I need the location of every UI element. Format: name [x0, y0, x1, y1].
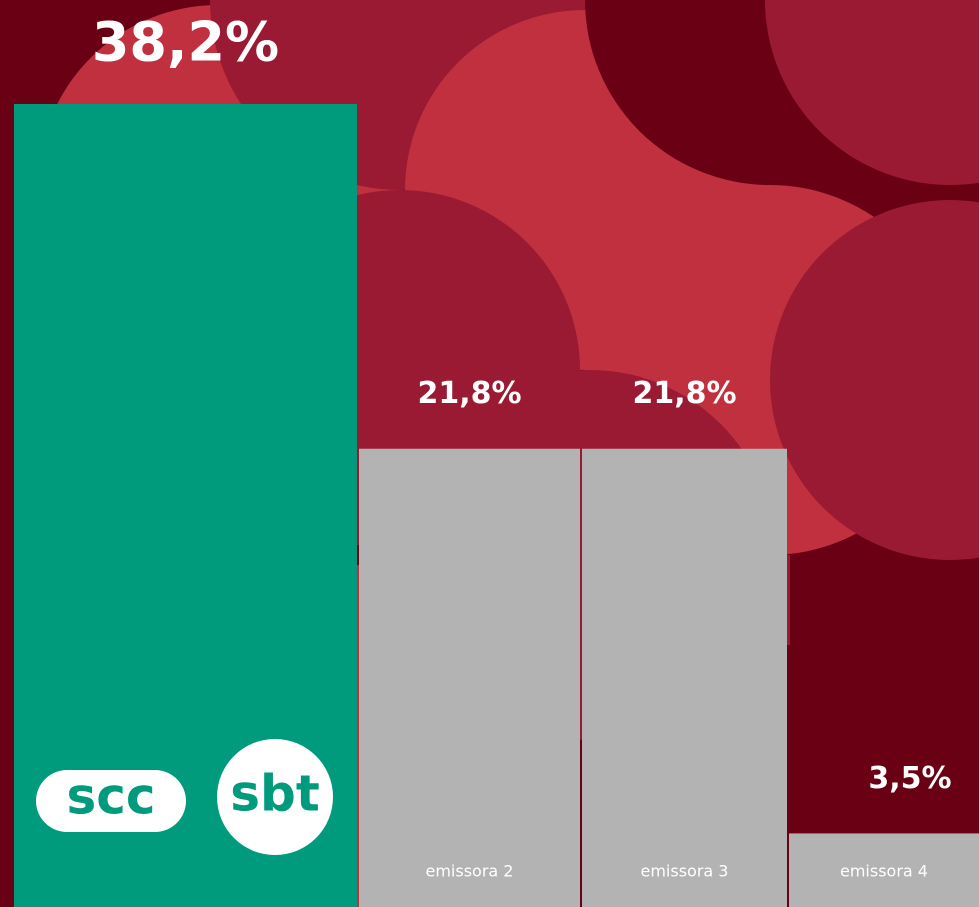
logo-badge	[217, 739, 333, 855]
bar	[789, 833, 979, 907]
value-label: 3,5%	[868, 761, 951, 796]
category-label: emissora 3	[641, 862, 729, 881]
logo-text: sbt	[230, 765, 319, 823]
bar	[359, 448, 580, 907]
value-label: 21,8%	[632, 376, 736, 411]
bar	[582, 448, 787, 907]
logo-badge	[36, 770, 186, 832]
category-label: emissora 4	[840, 862, 928, 881]
value-label: 38,2%	[92, 11, 279, 74]
value-label: 21,8%	[417, 376, 521, 411]
logo-text: scc	[66, 768, 155, 826]
category-label: emissora 2	[426, 862, 514, 881]
